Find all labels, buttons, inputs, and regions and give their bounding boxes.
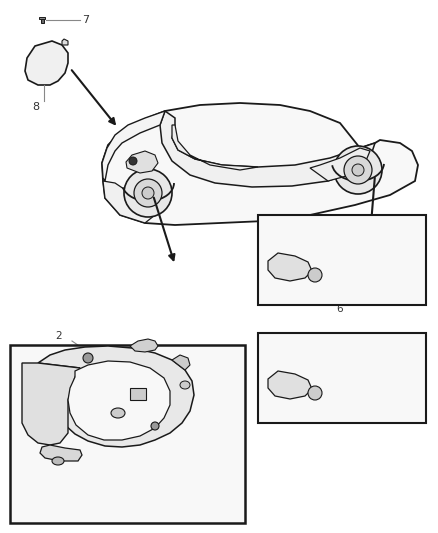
Circle shape [134, 179, 162, 207]
Polygon shape [22, 363, 80, 445]
Polygon shape [62, 39, 68, 45]
Polygon shape [160, 111, 375, 187]
Circle shape [334, 146, 382, 194]
Polygon shape [40, 445, 82, 461]
Text: 4: 4 [100, 398, 106, 408]
Polygon shape [38, 346, 194, 447]
Polygon shape [68, 361, 170, 440]
Circle shape [83, 353, 93, 363]
Polygon shape [172, 355, 190, 370]
Ellipse shape [180, 381, 190, 389]
Polygon shape [102, 111, 165, 181]
Circle shape [344, 156, 372, 184]
Polygon shape [40, 19, 43, 23]
Circle shape [129, 157, 137, 165]
Text: 5: 5 [155, 351, 162, 361]
Polygon shape [310, 148, 370, 181]
Text: (DODGE): (DODGE) [316, 340, 367, 350]
Text: 1: 1 [217, 370, 224, 380]
Polygon shape [126, 151, 158, 173]
Circle shape [142, 187, 154, 199]
Ellipse shape [52, 457, 64, 465]
Bar [258, 215, 426, 305]
Text: 3: 3 [340, 281, 346, 291]
Text: 3: 3 [340, 399, 346, 409]
Text: 8: 8 [32, 102, 39, 112]
Polygon shape [25, 41, 68, 85]
Text: 3: 3 [87, 490, 94, 500]
Text: 2: 2 [55, 331, 62, 341]
Circle shape [308, 386, 322, 400]
Polygon shape [102, 103, 418, 225]
Circle shape [352, 164, 364, 176]
Circle shape [124, 169, 172, 217]
Polygon shape [268, 371, 312, 399]
Polygon shape [130, 339, 158, 352]
Circle shape [151, 422, 159, 430]
Ellipse shape [111, 408, 125, 418]
Text: 2: 2 [202, 434, 208, 444]
Text: (CHRYSLER): (CHRYSLER) [307, 222, 377, 232]
Polygon shape [268, 253, 312, 281]
Polygon shape [172, 125, 258, 170]
Bar [130, 388, 146, 400]
Text: 7: 7 [82, 15, 89, 25]
Circle shape [308, 268, 322, 282]
Text: 6: 6 [337, 304, 343, 314]
Polygon shape [103, 181, 155, 223]
Bar [10, 345, 245, 523]
Polygon shape [39, 17, 45, 19]
Bar [258, 333, 426, 423]
